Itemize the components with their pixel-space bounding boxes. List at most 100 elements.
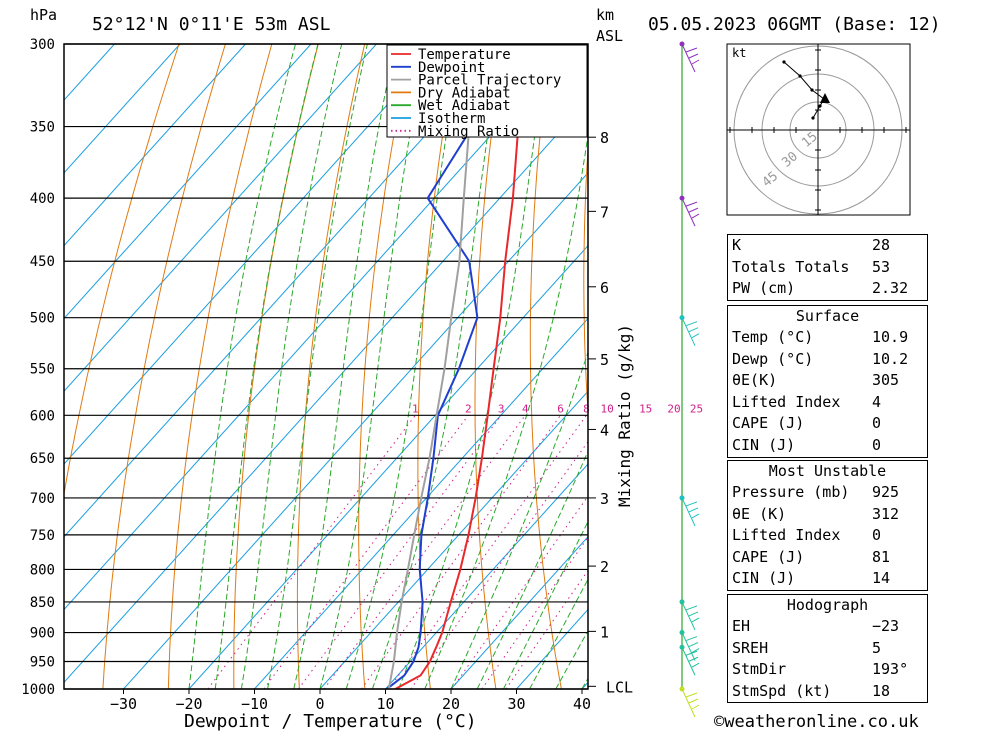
pressure-axis: 300 350 400 450 500 550 600 650 700 750 800 850 900 9…	[21, 37, 55, 698]
pressure-tick-label: 800	[30, 563, 55, 579]
indices-table: K 28 Totals Totals 53 PW (cm) 2.32	[727, 234, 928, 301]
row-value: 10.9	[872, 328, 909, 346]
pressure-tick-label: 1000	[21, 682, 55, 698]
row-label: Dewp (°C)	[732, 349, 814, 368]
isotherm-line	[254, 317, 588, 689]
hodograph-point	[811, 116, 815, 120]
wet-adiabat-line	[267, 44, 368, 689]
wet-adiabat-line	[450, 350, 588, 689]
wind-barb	[681, 497, 696, 527]
temperature-tick-label: −10	[241, 695, 268, 713]
row-label: K	[732, 236, 742, 254]
most-unstable-title: Most Unstable	[768, 462, 887, 480]
hpa-axis-title: hPa	[30, 6, 57, 24]
wind-barb-flag	[688, 642, 699, 648]
temperature-tick-label: 20	[442, 695, 460, 713]
pressure-tick-label: 300	[30, 37, 55, 53]
row-value: 14	[872, 569, 891, 588]
row-value: 10.2	[872, 349, 909, 368]
table-row: EH −23	[728, 616, 927, 638]
row-value: 28	[872, 236, 891, 254]
wet-adiabat-line	[371, 44, 502, 689]
mixing-ratio-label: 6	[557, 402, 564, 415]
series-line-dewpoint	[386, 44, 479, 689]
mixing-ratio-line	[323, 415, 526, 689]
series-line-parcel-trajectory	[387, 44, 479, 689]
temperature-tick-label: 0	[315, 695, 324, 713]
wind-barb-flag	[691, 59, 700, 65]
hodograph-title: Hodograph	[786, 596, 869, 614]
wind-barb-flag	[685, 501, 698, 507]
wind-barb-flag	[688, 207, 699, 213]
pressure-tick-label: 600	[30, 408, 55, 424]
table-row: Totals Totals 53	[728, 257, 927, 279]
mixing-ratio-label: 1	[412, 402, 419, 415]
row-value: 0	[872, 435, 882, 454]
pressure-tick-label: 950	[30, 655, 55, 671]
table-row: θE (K) 312	[728, 504, 927, 526]
wind-barb-flag	[688, 53, 699, 59]
row-value: 81	[872, 547, 891, 566]
pressure-tick-label: 650	[30, 451, 55, 467]
table-row: θE(K) 305	[728, 370, 927, 392]
mixing-ratio-label: 20	[667, 402, 680, 415]
temperature-tick-label: 40	[573, 695, 591, 713]
plot-frame	[63, 43, 589, 690]
wind-barb	[681, 43, 696, 73]
pressure-tick-label: 700	[30, 491, 55, 507]
wind-barb-flag	[688, 507, 699, 513]
isotherm-line	[64, 44, 377, 392]
km-tick-label: LCL	[606, 678, 633, 696]
wind-barb-flag	[691, 333, 700, 339]
legend-entry: Wet Adiabat	[418, 98, 511, 114]
mixing-ratio-label: 4	[522, 402, 529, 415]
legend-entry: Dewpoint	[418, 60, 485, 76]
wind-barb	[681, 632, 696, 661]
isotherm-line	[64, 44, 181, 174]
temperature-tick-label: 30	[507, 695, 525, 713]
table-row: Temp (°C) 10.9	[728, 327, 927, 349]
mixing-ratio-line	[481, 536, 588, 689]
row-value: 53	[872, 257, 891, 276]
hodograph-point	[818, 104, 822, 108]
isotherm-line	[319, 390, 588, 689]
wind-barb-flag	[691, 648, 700, 653]
row-label: EH	[732, 617, 751, 635]
mixing-ratio-label: 25	[690, 402, 703, 415]
wet-adiabat-line	[240, 44, 343, 689]
pressure-tick-label: 350	[30, 120, 55, 136]
table-row: StmDir 193°	[728, 659, 927, 681]
km-axis-title: km	[596, 6, 614, 24]
mixing-ratio-line	[505, 569, 588, 689]
wind-barb-flag	[691, 704, 700, 710]
mixing-ratio-labels: 1 2 3 4 6 8 10 15 20 25	[412, 402, 703, 415]
legend-entry: Dry Adiabat	[418, 85, 511, 101]
wind-barb	[681, 601, 696, 631]
wind-barb	[681, 197, 696, 227]
hodograph-point	[810, 88, 814, 92]
table-row: Pressure (mb) 925	[728, 482, 927, 504]
row-label: CAPE (J)	[732, 414, 805, 433]
isotherm-line	[385, 463, 588, 689]
table-row: CIN (J) 0	[728, 435, 927, 457]
table-row: CIN (J) 14	[728, 568, 927, 590]
wind-barb-flag	[688, 327, 699, 333]
isotherm-line	[64, 99, 588, 684]
km-tick-label: 5	[600, 351, 609, 369]
mixing-ratio-label: 3	[498, 402, 505, 415]
wind-barb	[681, 688, 696, 718]
pressure-tick-label: 750	[30, 528, 55, 544]
table-row: Lifted Index 0	[728, 525, 927, 547]
row-label: Pressure (mb)	[732, 483, 850, 501]
mixing-ratio-label: 8	[583, 402, 590, 415]
row-label: Lifted Index	[732, 392, 841, 411]
hodograph-point	[798, 74, 802, 78]
row-value: 312	[872, 504, 900, 523]
row-value: 0	[872, 414, 882, 433]
isotherm-line	[450, 536, 588, 689]
most-unstable-table: Most Unstable Pressure (mb) 925 θE (K) 312…	[727, 460, 928, 591]
table-row: K 28	[728, 235, 927, 257]
km-tick-label: 1	[600, 623, 609, 641]
row-label: PW (cm)	[732, 279, 796, 298]
